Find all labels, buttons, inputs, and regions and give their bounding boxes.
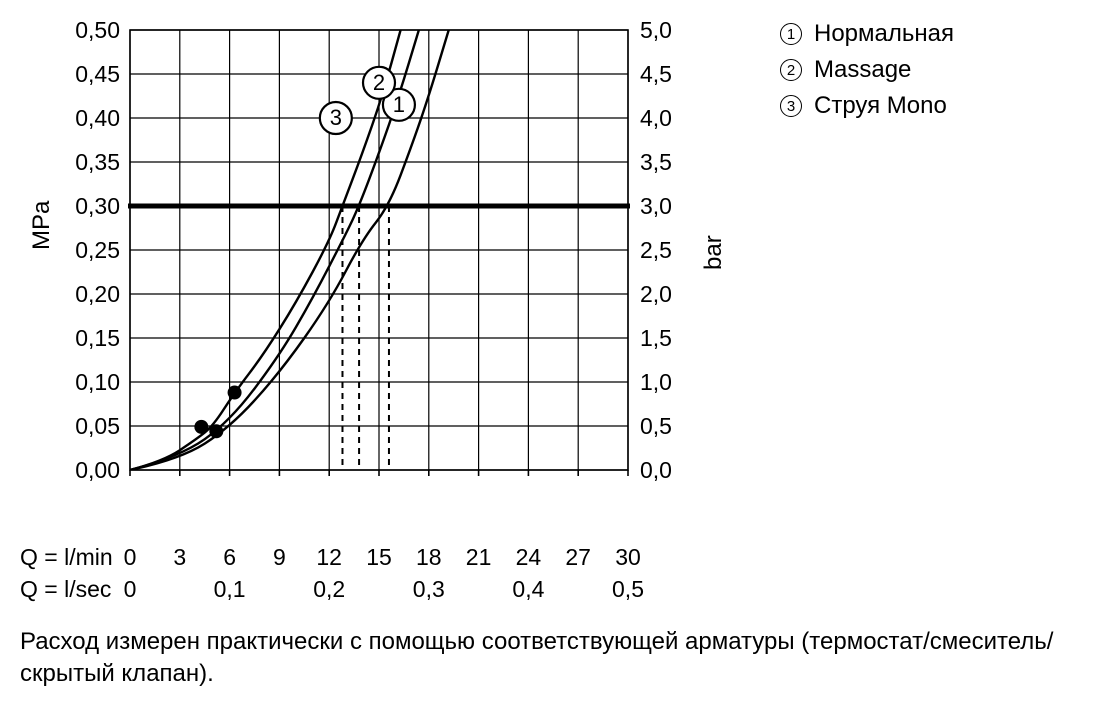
x-tick-label: 30 bbox=[615, 544, 641, 571]
x-tick-label: 0,4 bbox=[512, 576, 544, 603]
svg-text:0,10: 0,10 bbox=[75, 369, 120, 395]
svg-text:2,5: 2,5 bbox=[640, 237, 672, 263]
x-tick-label: 21 bbox=[466, 544, 492, 571]
svg-text:0,00: 0,00 bbox=[75, 457, 120, 483]
legend-label-1: Нормальная bbox=[814, 20, 954, 48]
chart-block: MPa bar 0,000,050,100,150,200,250,300,35… bbox=[20, 20, 720, 540]
legend-item-1: 1 Нормальная bbox=[780, 20, 954, 48]
svg-text:0,45: 0,45 bbox=[75, 61, 120, 87]
x-tick-label: 0 bbox=[124, 544, 137, 571]
x-tick-label: 0 bbox=[124, 576, 137, 603]
top-row: MPa bar 0,00 0,05 0,10 0,15 0,20 0,25 0,30 0,35… bbox=[20, 20, 1112, 540]
x-tick-label: 3 bbox=[173, 544, 186, 571]
x-tick-label: 18 bbox=[416, 544, 442, 571]
legend-label-2: Massage bbox=[814, 56, 911, 84]
legend-num-2: 2 bbox=[780, 59, 802, 81]
x-tick-label: 15 bbox=[366, 544, 392, 571]
svg-text:1,0: 1,0 bbox=[640, 369, 672, 395]
x-axis-prefix: Q = l/sec bbox=[20, 576, 111, 603]
x-axis-labels: Q = l/min 0 3 6 9 12 15 18 21 24 27 30 Q = l/sec 0 0,… bbox=[20, 544, 1112, 608]
legend-item-2: 2 Massage bbox=[780, 56, 954, 84]
svg-text:0,40: 0,40 bbox=[75, 105, 120, 131]
svg-text:0,50: 0,50 bbox=[75, 20, 120, 43]
legend-num-1: 1 bbox=[780, 23, 802, 45]
x-tick-label: 0,3 bbox=[413, 576, 445, 603]
svg-text:4,5: 4,5 bbox=[640, 61, 672, 87]
svg-text:0,15: 0,15 bbox=[75, 325, 120, 351]
x-tick-label: 9 bbox=[273, 544, 286, 571]
svg-text:2,0: 2,0 bbox=[640, 281, 672, 307]
svg-text:0,35: 0,35 bbox=[75, 149, 120, 175]
svg-text:1,5: 1,5 bbox=[640, 325, 672, 351]
x-tick-label: 27 bbox=[565, 544, 591, 571]
svg-text:5,0: 5,0 bbox=[640, 20, 672, 43]
figure-wrapper: MPa bar 0,000,050,100,150,200,250,300,35… bbox=[20, 20, 1112, 691]
x-tick-label: 0,5 bbox=[612, 576, 644, 603]
x-axis-row-lsec: Q = l/sec 0 0,1 0,2 0,3 0,4 0,5 bbox=[20, 576, 1112, 608]
footnote-text: Расход измерен практически с помощью соо… bbox=[20, 626, 1090, 691]
legend: 1 Нормальная 2 Massage 3 Струя Mono bbox=[780, 20, 954, 128]
svg-text:0,20: 0,20 bbox=[75, 281, 120, 307]
y-axis-label-left: MPa bbox=[28, 201, 56, 250]
x-axis-prefix: Q = l/min bbox=[20, 544, 113, 571]
svg-text:4,0: 4,0 bbox=[640, 105, 672, 131]
svg-text:3,0: 3,0 bbox=[640, 193, 672, 219]
x-axis-row-lmin: Q = l/min 0 3 6 9 12 15 18 21 24 27 30 bbox=[20, 544, 1112, 576]
x-tick-label: 12 bbox=[316, 544, 342, 571]
svg-text:1: 1 bbox=[393, 92, 405, 117]
svg-text:2: 2 bbox=[373, 70, 385, 95]
legend-label-3: Струя Mono bbox=[814, 92, 947, 120]
x-tick-label: 24 bbox=[516, 544, 542, 571]
svg-text:3: 3 bbox=[330, 105, 342, 130]
svg-text:0,30: 0,30 bbox=[75, 193, 120, 219]
svg-text:0,5: 0,5 bbox=[640, 413, 672, 439]
svg-text:0,0: 0,0 bbox=[640, 457, 672, 483]
flow-pressure-chart: 0,00 0,05 0,10 0,15 0,20 0,25 0,30 0,35 0,40 0,45… bbox=[20, 20, 720, 540]
svg-text:3,5: 3,5 bbox=[640, 149, 672, 175]
x-tick-label: 0,1 bbox=[214, 576, 246, 603]
x-tick-label: 6 bbox=[223, 544, 236, 571]
x-tick-label: 0,2 bbox=[313, 576, 345, 603]
svg-text:0,25: 0,25 bbox=[75, 237, 120, 263]
y-axis-label-right: bar bbox=[700, 235, 728, 270]
svg-text:0,05: 0,05 bbox=[75, 413, 120, 439]
legend-num-3: 3 bbox=[780, 95, 802, 117]
legend-item-3: 3 Струя Mono bbox=[780, 92, 954, 120]
